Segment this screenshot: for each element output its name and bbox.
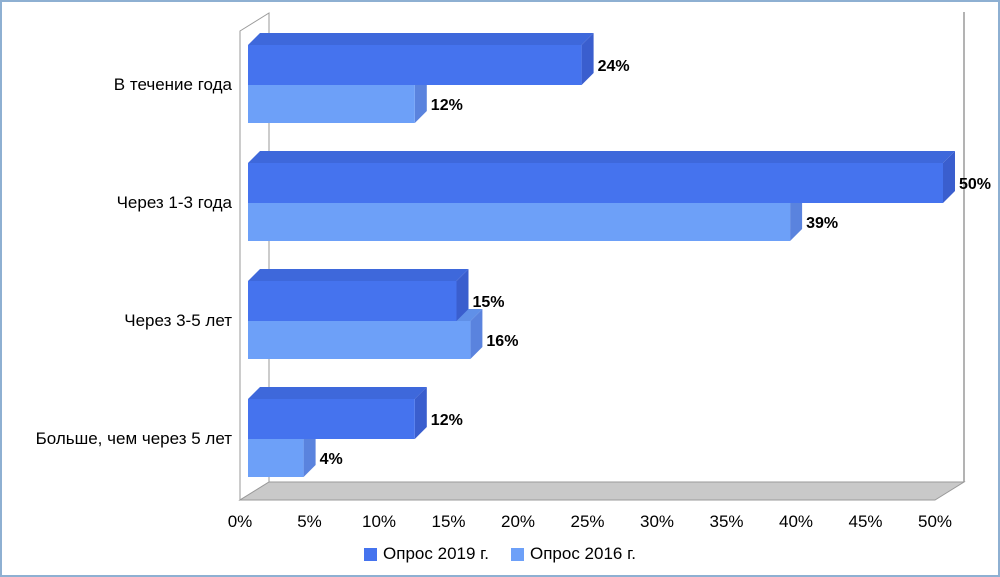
bar-2016-0-front-face (248, 85, 415, 123)
category-label-2: Через 3-5 лет (124, 311, 232, 330)
bar-2016-2-side-face (470, 309, 483, 359)
x-tick-label-9: 45% (848, 512, 882, 531)
bar-2019-3-top-face (248, 387, 427, 399)
data-label-2016-3: 4% (320, 451, 343, 468)
bar-2016-1-side-face (790, 191, 803, 241)
bar-2019-1-top-face (248, 151, 955, 163)
category-label-1: Через 1-3 года (117, 193, 233, 212)
chart-legend: Опрос 2019 г. Опрос 2016 г. (2, 535, 998, 573)
x-tick-label-1: 5% (297, 512, 322, 531)
legend-item-survey-2019: Опрос 2019 г. (364, 544, 489, 564)
x-tick-label-6: 30% (640, 512, 674, 531)
data-label-2016-2: 16% (486, 333, 518, 350)
bar-2016-1-front-face (248, 203, 791, 241)
bar-2019-1-front-face (248, 163, 943, 203)
legend-swatch-2016-icon (511, 547, 524, 561)
bar-2019-0-top-face (248, 33, 594, 45)
bar-2019-0-side-face (581, 33, 594, 85)
x-tick-label-5: 25% (570, 512, 604, 531)
bar-2019-3-front-face (248, 399, 415, 439)
bar-2019-0-front-face (248, 45, 582, 85)
category-label-0: В течение года (114, 75, 233, 94)
chart-floor (238, 481, 966, 501)
x-tick-label-8: 40% (779, 512, 813, 531)
x-tick-label-10: 50% (918, 512, 952, 531)
data-label-2019-1: 50% (959, 176, 991, 193)
legend-swatch-2019-icon (364, 547, 378, 561)
bar-chart: В течение года Через 1-3 года Через 3-5 ле… (36, 12, 991, 531)
x-tick-label-7: 35% (709, 512, 743, 531)
bar-2019-2-front-face (248, 281, 457, 321)
legend-label-2016: Опрос 2016 г. (530, 544, 636, 563)
data-label-2016-0: 12% (431, 97, 463, 114)
bar-2019-2-side-face (456, 269, 469, 321)
data-label-2019-2: 15% (473, 294, 505, 311)
legend-label-2019: Опрос 2019 г. (383, 544, 489, 563)
x-tick-label-3: 15% (431, 512, 465, 531)
category-label-3: Больше, чем через 5 лет (36, 429, 233, 448)
legend-item-survey-2016: Опрос 2016 г. (511, 544, 636, 564)
data-label-2019-3: 12% (431, 412, 463, 429)
bar-2016-3-front-face (248, 439, 304, 477)
bar-2016-2-front-face (248, 321, 471, 359)
x-tick-label-4: 20% (501, 512, 535, 531)
bar-2019-1-side-face (943, 151, 955, 203)
data-label-2016-1: 39% (806, 215, 838, 232)
bar-2016-3-side-face (303, 427, 316, 477)
x-tick-label-0: 0% (228, 512, 253, 531)
bar-2016-0-side-face (414, 73, 427, 123)
x-tick-label-2: 10% (362, 512, 396, 531)
bar-2019-3-side-face (414, 387, 427, 439)
data-label-2019-0: 24% (598, 58, 630, 75)
bar-2019-2-top-face (248, 269, 469, 281)
